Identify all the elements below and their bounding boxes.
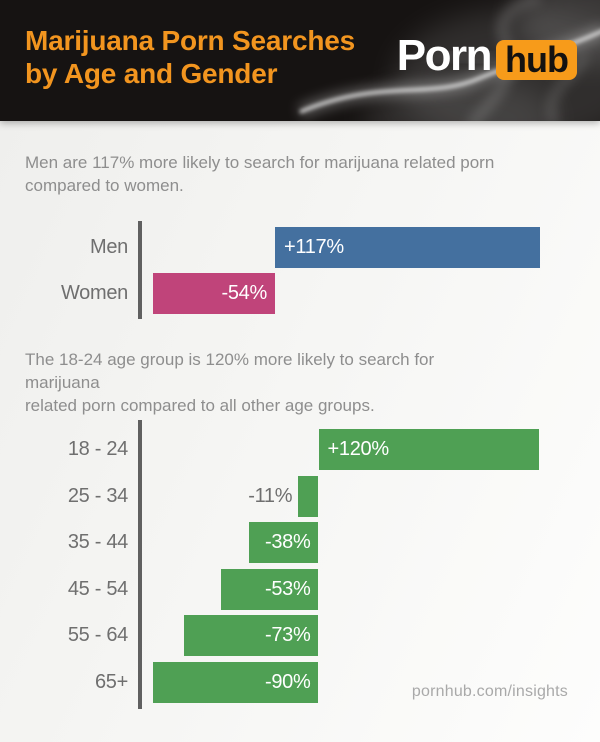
category-label: 65+ (94, 670, 128, 693)
category-label: 25 - 34 (67, 484, 128, 507)
bar-value-label: -73% (264, 624, 311, 646)
bar-value-label: +117% (284, 236, 344, 258)
bar: +117% (275, 227, 540, 268)
bar: +120% (318, 429, 540, 470)
logo-word-hub: hub (505, 39, 569, 80)
gender-intro-text: Men are 117% more likely to search for m… (25, 153, 495, 195)
header: Marijuana Porn Searches by Age and Gende… (0, 0, 600, 121)
bar (298, 475, 319, 517)
bar-value-label: -38% (264, 531, 311, 553)
bar-value-label: -11% (248, 484, 293, 507)
logo-hub-box: hub (496, 40, 577, 80)
bar: -73% (184, 615, 319, 656)
bar-value-label: -53% (264, 577, 311, 600)
category-label: 18 - 24 (67, 438, 128, 460)
category-label: 55 - 64 (67, 624, 128, 646)
axis-baseline (138, 221, 142, 319)
bar-value-label: -90% (264, 670, 311, 693)
bar: -38% (248, 522, 319, 563)
age-intro-text: The 18-24 age group is 120% more likely … (25, 350, 435, 415)
insights-url: pornhub.com/insights (411, 683, 568, 700)
page-title: Marijuana Porn Searches by Age and Gende… (25, 25, 355, 89)
logo-word-porn: Porn (396, 31, 493, 80)
bar: -90% (152, 661, 319, 703)
category-label: 45 - 54 (67, 577, 128, 600)
bar: -53% (220, 568, 319, 610)
category-label: 35 - 44 (67, 531, 128, 553)
category-label: Men (89, 236, 128, 258)
pornhub-logo: Porn hub (397, 32, 577, 80)
bar-value-label: +120% (327, 438, 390, 460)
bar: -54% (152, 272, 275, 314)
axis-baseline (138, 420, 142, 709)
category-label: Women (60, 281, 128, 304)
bar-value-label: -54% (221, 281, 267, 304)
